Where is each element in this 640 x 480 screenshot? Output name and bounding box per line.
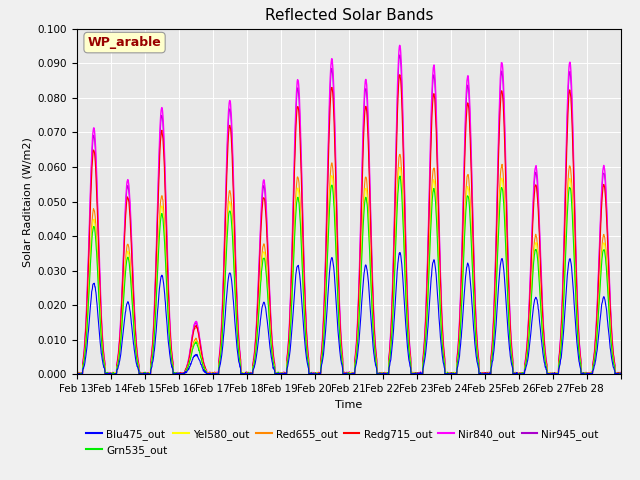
- Yel580_out: [73, 371, 81, 376]
- Title: Reflected Solar Bands: Reflected Solar Bands: [264, 9, 433, 24]
- Grn535_out: [73, 371, 81, 376]
- Blu475_out: [396, 250, 404, 255]
- Nir840_out: [617, 370, 625, 375]
- Line: Red655_out: Red655_out: [77, 155, 621, 374]
- Yel580_out: [335, 312, 342, 318]
- Yel580_out: [74, 372, 82, 377]
- Red655_out: [73, 371, 81, 376]
- Nir945_out: [324, 143, 332, 148]
- Line: Grn535_out: Grn535_out: [77, 176, 621, 374]
- Yel580_out: [557, 339, 565, 345]
- Redg715_out: [73, 371, 81, 376]
- Redg715_out: [557, 326, 565, 332]
- Grn535_out: [557, 342, 565, 348]
- Grn535_out: [104, 372, 111, 377]
- Redg715_out: [158, 130, 166, 136]
- Redg715_out: [77, 372, 84, 377]
- Nir945_out: [611, 359, 618, 365]
- Line: Redg715_out: Redg715_out: [77, 75, 621, 374]
- Nir945_out: [335, 280, 342, 286]
- Red655_out: [611, 363, 618, 369]
- Nir840_out: [74, 372, 82, 377]
- Text: WP_arable: WP_arable: [88, 36, 161, 49]
- Grn535_out: [617, 370, 625, 376]
- Grn535_out: [477, 371, 485, 376]
- Line: Blu475_out: Blu475_out: [77, 252, 621, 374]
- Blu475_out: [73, 371, 81, 376]
- Red655_out: [335, 310, 342, 315]
- Line: Nir840_out: Nir840_out: [77, 45, 621, 374]
- Yel580_out: [477, 370, 485, 376]
- Nir945_out: [617, 372, 625, 377]
- Blu475_out: [477, 372, 485, 377]
- Nir840_out: [73, 370, 81, 376]
- Grn535_out: [611, 363, 618, 369]
- Nir840_out: [557, 322, 565, 328]
- Yel580_out: [617, 372, 625, 377]
- Nir840_out: [335, 278, 342, 284]
- Grn535_out: [335, 315, 342, 321]
- Blu475_out: [611, 367, 618, 373]
- Red655_out: [396, 152, 404, 157]
- Nir840_out: [611, 360, 618, 365]
- Legend: Blu475_out, Grn535_out, Yel580_out, Red655_out, Redg715_out, Nir840_out, Nir945_: Blu475_out, Grn535_out, Yel580_out, Red6…: [82, 424, 603, 460]
- Nir840_out: [477, 371, 485, 376]
- Nir840_out: [324, 136, 332, 142]
- Redg715_out: [611, 360, 618, 366]
- Red655_out: [74, 372, 82, 377]
- Nir945_out: [396, 52, 403, 58]
- X-axis label: Time: Time: [335, 400, 362, 409]
- Nir840_out: [158, 106, 166, 111]
- Red655_out: [617, 371, 625, 376]
- Red655_out: [477, 371, 485, 377]
- Redg715_out: [335, 286, 342, 291]
- Redg715_out: [477, 371, 485, 376]
- Nir945_out: [557, 324, 565, 330]
- Blu475_out: [617, 371, 625, 376]
- Nir945_out: [73, 370, 81, 376]
- Nir945_out: [174, 372, 182, 377]
- Nir840_out: [396, 42, 403, 48]
- Blu475_out: [324, 285, 332, 290]
- Red655_out: [557, 339, 565, 345]
- Redg715_out: [396, 72, 404, 78]
- Line: Yel580_out: Yel580_out: [77, 167, 621, 374]
- Line: Nir945_out: Nir945_out: [77, 55, 621, 374]
- Yel580_out: [158, 203, 166, 209]
- Nir945_out: [477, 371, 485, 376]
- Grn535_out: [396, 173, 404, 179]
- Blu475_out: [158, 273, 166, 279]
- Grn535_out: [324, 230, 332, 236]
- Redg715_out: [617, 371, 625, 376]
- Yel580_out: [611, 363, 618, 369]
- Blu475_out: [335, 336, 342, 342]
- Nir945_out: [158, 113, 166, 119]
- Y-axis label: Solar Raditaion (W/m2): Solar Raditaion (W/m2): [22, 137, 32, 266]
- Redg715_out: [324, 157, 332, 163]
- Red655_out: [324, 214, 332, 219]
- Blu475_out: [74, 372, 81, 377]
- Yel580_out: [324, 223, 332, 228]
- Grn535_out: [158, 211, 166, 217]
- Blu475_out: [557, 354, 565, 360]
- Yel580_out: [396, 164, 404, 170]
- Red655_out: [158, 193, 166, 199]
